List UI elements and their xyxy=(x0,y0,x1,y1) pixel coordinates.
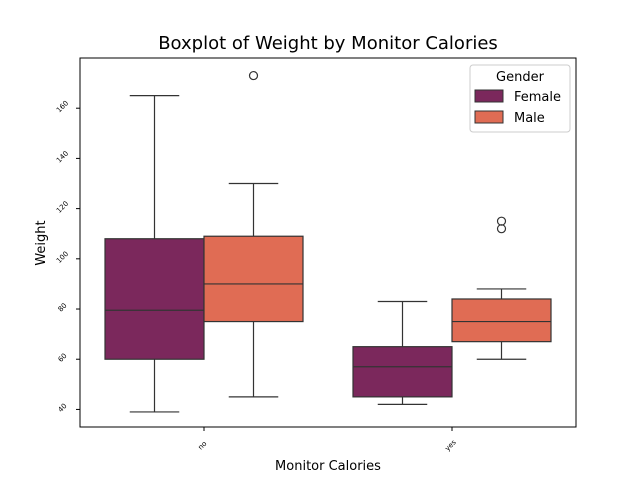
y-tick-label: 100 xyxy=(55,250,70,265)
legend-label-male: Male xyxy=(514,111,545,126)
x-tick-label: yes xyxy=(443,438,457,452)
x-axis-label: Monitor Calories xyxy=(275,459,381,474)
legend-swatch-male xyxy=(474,110,504,124)
plot-area: 40 60 80 100 120 140 160 no yes xyxy=(55,70,552,453)
box-iqr xyxy=(451,298,552,343)
outlier-point xyxy=(248,70,259,81)
box-iqr xyxy=(104,238,205,360)
chart-title: Boxplot of Weight by Monitor Calories xyxy=(158,33,498,54)
y-axis-label: Weight xyxy=(34,220,49,265)
legend-swatch-female xyxy=(474,89,504,103)
y-tick-label: 160 xyxy=(55,99,70,114)
box-male-yes xyxy=(451,216,552,360)
legend: Gender Female Male xyxy=(469,64,571,133)
y-tick-label: 60 xyxy=(57,352,69,364)
legend-label-female: Female xyxy=(514,90,561,105)
x-tick-label: no xyxy=(197,440,209,452)
box-female-no xyxy=(104,95,205,413)
box-iqr xyxy=(203,235,304,323)
plot-frame xyxy=(79,57,577,428)
y-tick-label: 140 xyxy=(55,149,70,164)
y-tick-label: 120 xyxy=(55,200,70,215)
outlier-point xyxy=(496,224,507,234)
outlier-point xyxy=(496,216,507,226)
box-male-no xyxy=(203,70,304,398)
box-female-yes xyxy=(352,300,453,406)
box-iqr xyxy=(352,346,453,398)
legend-title: Gender xyxy=(496,70,545,85)
y-tick-label: 80 xyxy=(57,302,69,314)
y-tick-label: 40 xyxy=(57,402,69,414)
